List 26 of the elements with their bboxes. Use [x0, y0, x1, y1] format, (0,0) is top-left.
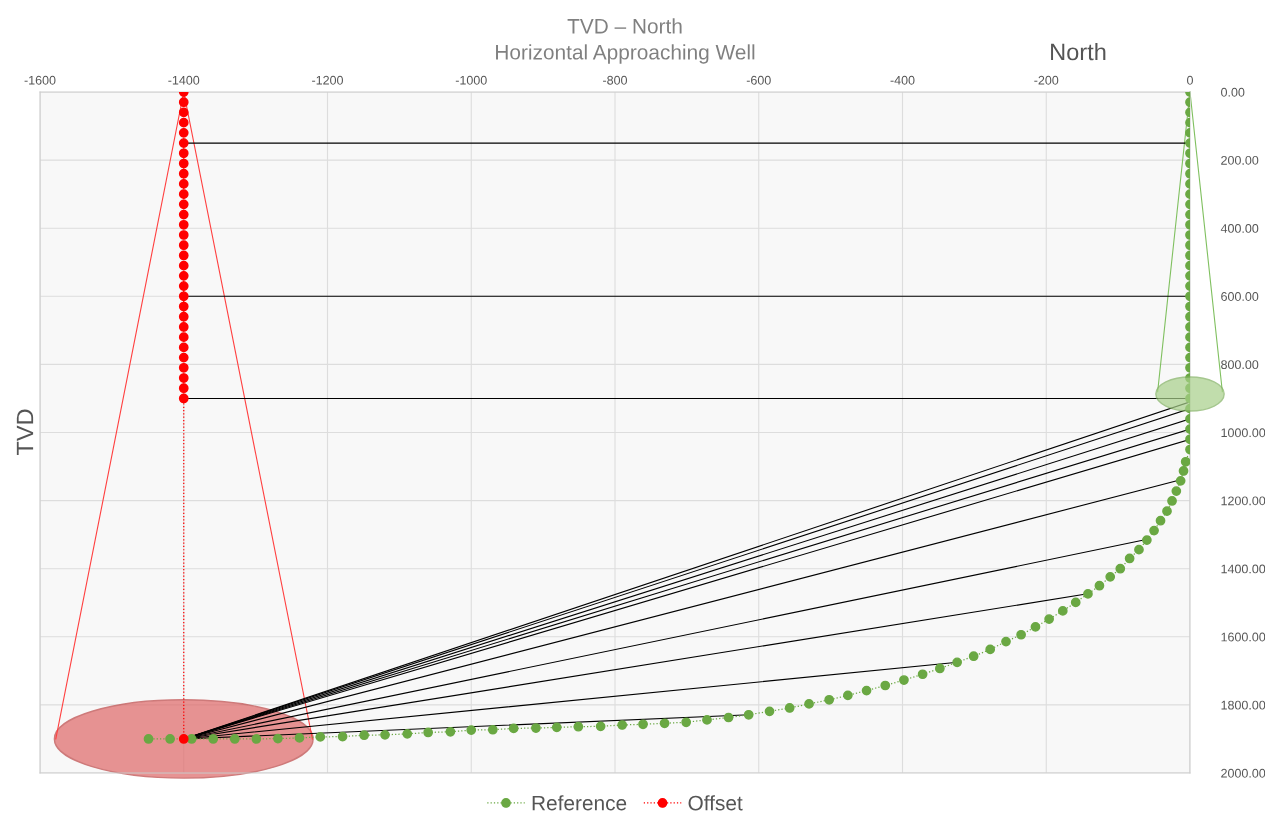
x-tick-label: -600: [746, 75, 771, 85]
x-tick-label: -1000: [455, 75, 487, 85]
y-tick-label: 200.00: [1221, 155, 1259, 165]
x-tick-label: -1600: [24, 75, 56, 85]
y-tick-label: 1200.00: [1221, 496, 1265, 506]
x-tick-label: -1400: [168, 75, 200, 85]
y-tick-label: 2000.00: [1221, 768, 1265, 778]
y-tick-label: 800.00: [1221, 360, 1259, 370]
y-axis-title: TVD: [16, 409, 34, 456]
x-tick-label: -200: [1034, 75, 1059, 85]
x-tick-label: -1200: [312, 75, 343, 85]
y-tick-label: 400.00: [1220, 224, 1259, 233]
x-tick-label: -800: [603, 75, 628, 85]
chart-title: TVD – North: [567, 18, 682, 34]
x-tick-label: 0: [1187, 75, 1193, 85]
chart-subtitle: Horizontal Approaching Well: [496, 44, 755, 64]
x-tick-label: -400: [890, 75, 915, 85]
y-tick-label: 1600.00: [1221, 632, 1265, 642]
y-tick-label: 600.00: [1221, 292, 1259, 301]
legend-label: Offset: [688, 795, 743, 811]
legend-label: Reference: [532, 795, 627, 811]
y-tick-label: 1800.00: [1221, 700, 1265, 710]
x-axis-title: North: [1051, 43, 1106, 61]
y-tick-label: 0.00: [1221, 87, 1245, 97]
y-tick-label: 1400.00: [1221, 564, 1265, 574]
y-tick-label: 1000.00: [1221, 428, 1265, 438]
